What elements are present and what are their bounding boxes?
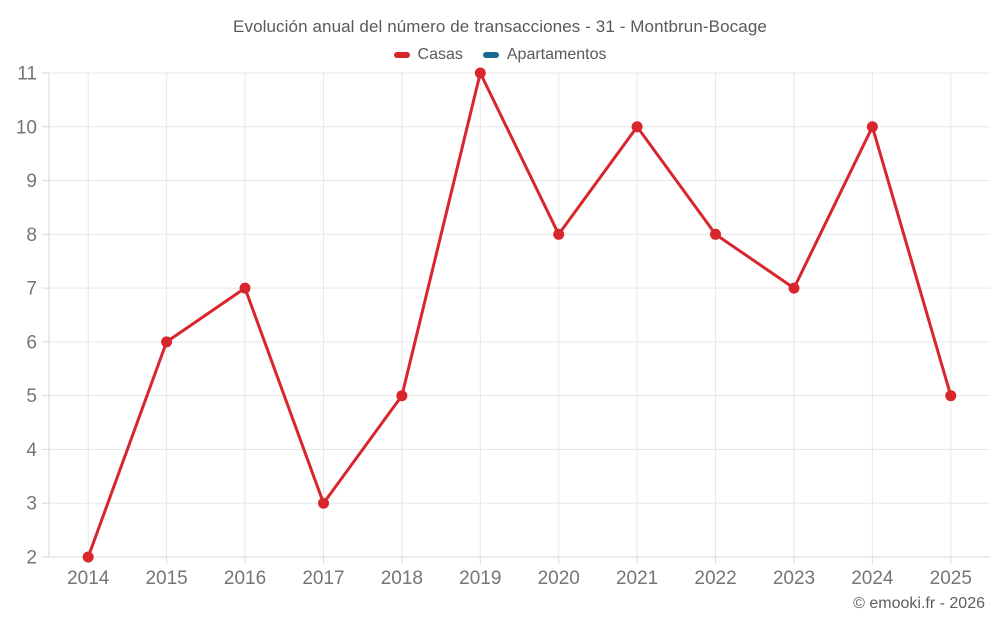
grid-layer xyxy=(49,72,990,558)
x-tick-label: 2023 xyxy=(773,568,815,589)
x-tick-label: 2015 xyxy=(145,568,187,589)
y-tick-label: 5 xyxy=(26,386,37,407)
casas-series-swatch-icon xyxy=(393,52,410,58)
chart-title: Evolución anual del número de transaccio… xyxy=(233,17,767,36)
x-tick-label: 2016 xyxy=(224,568,266,589)
y-tick-label: 6 xyxy=(26,332,37,353)
series-layer xyxy=(82,67,957,563)
x-tick-label: 2018 xyxy=(381,568,423,589)
legend-label-casas: Casas xyxy=(417,46,463,63)
y-tick-label: 11 xyxy=(17,64,37,85)
data-point-marker[interactable] xyxy=(161,336,173,348)
y-tick-label: 8 xyxy=(26,225,37,246)
legend-label-apartamentos: Apartamentos xyxy=(506,46,607,63)
data-point-marker[interactable] xyxy=(945,390,957,402)
y-tick-label: 10 xyxy=(16,117,37,138)
data-point-marker[interactable] xyxy=(396,390,408,402)
y-tick-label: 2 xyxy=(26,548,37,569)
data-point-marker[interactable] xyxy=(553,228,565,240)
x-tick-label: 2025 xyxy=(930,568,972,589)
data-point-marker[interactable] xyxy=(866,121,878,133)
y-tick-label: 4 xyxy=(26,440,37,461)
data-point-marker[interactable] xyxy=(710,228,721,240)
data-point-marker[interactable] xyxy=(82,551,94,563)
x-tick-label: 2020 xyxy=(538,568,580,589)
x-tick-label: 2021 xyxy=(616,568,658,589)
data-point-marker[interactable] xyxy=(631,121,643,133)
x-tick-label: 2017 xyxy=(302,568,344,589)
legend: Casas Apartamentos xyxy=(0,46,1000,64)
legend-item-apartamentos[interactable]: Apartamentos xyxy=(482,46,607,64)
data-point-marker[interactable] xyxy=(318,497,329,509)
x-tick-label: 2024 xyxy=(851,568,894,589)
legend-item-casas[interactable]: Casas xyxy=(393,46,463,64)
x-tick-label: 2014 xyxy=(67,568,110,589)
x-tick-label: 2019 xyxy=(459,568,501,589)
tick-label-layer: 2 3 4 5 6 7 8 9 10 11 2014 2015 2016 2017 2018 2019 2020… xyxy=(16,64,972,590)
copyright-credit: © emooki.fr - 2026 xyxy=(853,595,985,612)
y-tick-label: 3 xyxy=(26,494,37,515)
data-point-marker[interactable] xyxy=(788,282,800,294)
y-tick-label: 7 xyxy=(26,279,37,300)
series-line-casas xyxy=(86,71,953,559)
y-tick-label: 9 xyxy=(26,171,37,192)
x-tick-label: 2022 xyxy=(694,568,736,589)
data-point-marker[interactable] xyxy=(474,67,486,79)
apartamentos-series-swatch-icon xyxy=(482,52,499,58)
data-point-marker[interactable] xyxy=(239,282,251,294)
